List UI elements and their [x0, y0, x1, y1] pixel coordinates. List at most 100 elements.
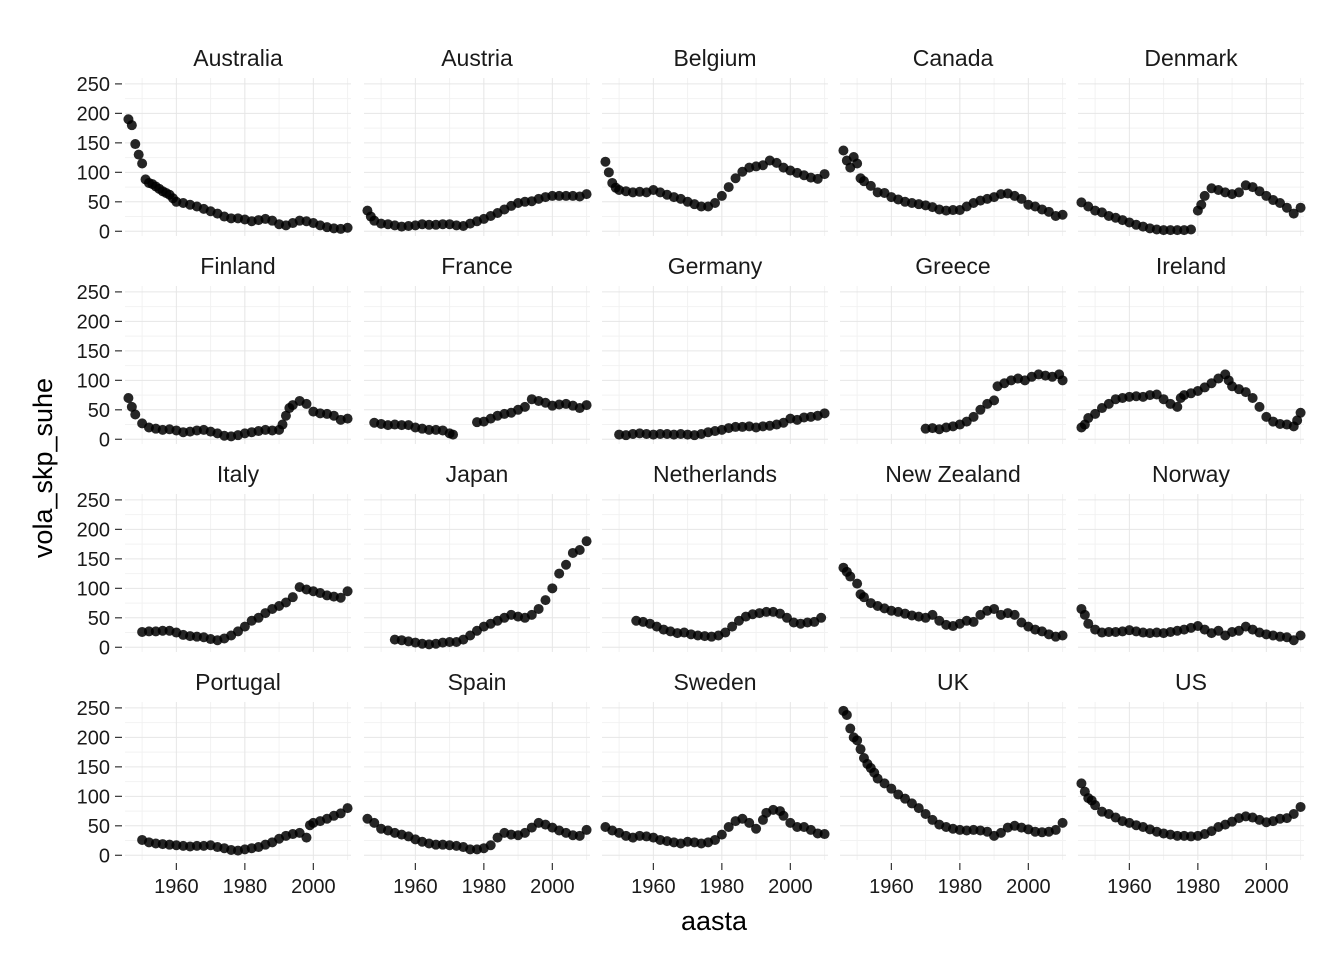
- data-point: [123, 393, 134, 404]
- y-tick-label: 200: [77, 519, 110, 541]
- data-point: [968, 616, 979, 627]
- panel-greece: Greece: [840, 253, 1068, 444]
- data-point: [1295, 801, 1306, 812]
- y-tick-label: 0: [99, 429, 110, 451]
- data-point: [1083, 618, 1094, 629]
- data-point: [744, 817, 755, 828]
- data-point: [1057, 209, 1068, 220]
- data-point: [424, 219, 435, 230]
- data-point: [845, 571, 856, 582]
- data-point: [133, 149, 144, 160]
- y-tick-label: 200: [77, 311, 110, 333]
- data-point: [1292, 415, 1303, 426]
- y-tick-label: 0: [99, 637, 110, 659]
- data-point: [335, 592, 346, 603]
- panel-title: Germany: [668, 253, 763, 279]
- data-point: [143, 626, 154, 637]
- panel-title: Japan: [446, 461, 509, 487]
- data-point: [948, 205, 958, 216]
- data-point: [1057, 630, 1068, 641]
- panel-background: [364, 78, 590, 236]
- y-tick-label: 0: [99, 845, 110, 867]
- x-tick-label: 2000: [530, 876, 575, 898]
- y-tick-label: 100: [77, 786, 110, 808]
- panel-ireland: Ireland: [1076, 253, 1306, 444]
- data-point: [852, 158, 863, 169]
- data-point: [130, 139, 141, 150]
- panel-background: [840, 286, 1066, 444]
- data-point: [816, 612, 827, 623]
- data-point: [730, 173, 741, 184]
- panel-title: Canada: [913, 45, 994, 71]
- data-point: [1076, 778, 1087, 789]
- data-point: [696, 201, 707, 212]
- data-point: [852, 578, 863, 589]
- panel-uk: UK 1960 1980 2000: [838, 669, 1068, 898]
- panel-title: Netherlands: [653, 461, 777, 487]
- data-point: [1295, 630, 1306, 641]
- data-point: [554, 190, 565, 201]
- data-point: [1050, 824, 1061, 835]
- data-point: [886, 783, 897, 794]
- data-point: [540, 595, 551, 606]
- data-point: [342, 413, 353, 424]
- data-point: [1158, 225, 1169, 236]
- x-tick-label: 2000: [1244, 876, 1289, 898]
- panel-japan: Japan: [364, 461, 592, 652]
- data-point: [437, 219, 448, 230]
- data-point: [444, 636, 455, 647]
- data-point: [879, 778, 890, 789]
- panel-title: Denmark: [1144, 45, 1238, 71]
- data-point: [226, 213, 237, 224]
- data-point: [1233, 187, 1244, 198]
- x-tick-label: 1960: [393, 876, 438, 898]
- data-point: [1165, 225, 1176, 236]
- y-tick-label: 100: [77, 370, 110, 392]
- panel-background: [602, 78, 828, 236]
- data-point: [1090, 408, 1101, 419]
- panel-finland: Finland 0 50 100 150 200 250: [77, 253, 353, 451]
- data-point: [301, 832, 312, 843]
- data-point: [547, 190, 558, 201]
- data-point: [465, 844, 476, 855]
- panel-canada: Canada: [838, 45, 1068, 236]
- data-point: [865, 180, 876, 191]
- data-point: [574, 545, 585, 556]
- data-point: [1240, 387, 1251, 398]
- data-point: [655, 428, 666, 439]
- data-point: [1090, 800, 1101, 811]
- panel-title: Greece: [915, 253, 990, 279]
- x-tick-label: 1980: [1176, 876, 1221, 898]
- data-point: [720, 627, 731, 638]
- data-point: [927, 609, 938, 620]
- data-point: [239, 621, 250, 632]
- data-point: [723, 182, 734, 193]
- data-point: [519, 827, 530, 838]
- data-point: [716, 829, 727, 840]
- data-point: [1295, 202, 1306, 213]
- data-point: [968, 411, 979, 422]
- y-tick-label: 0: [99, 221, 110, 243]
- data-point: [1172, 830, 1183, 841]
- y-tick-label: 150: [77, 757, 110, 779]
- data-point: [130, 409, 141, 420]
- y-tick-label: 150: [77, 341, 110, 363]
- x-tick-label: 2000: [291, 876, 336, 898]
- data-point: [547, 583, 558, 594]
- data-point: [561, 190, 572, 201]
- data-point: [126, 401, 137, 412]
- data-point: [995, 827, 1006, 838]
- y-tick-label: 50: [88, 192, 110, 214]
- data-point: [280, 597, 291, 608]
- data-point: [342, 586, 353, 597]
- data-point: [838, 145, 849, 156]
- x-tick-label: 1960: [631, 876, 676, 898]
- data-point: [342, 222, 353, 233]
- panel-italy: Italy 0 50 100 150 200 250: [77, 461, 353, 659]
- y-tick-label: 100: [77, 578, 110, 600]
- data-point: [581, 536, 592, 547]
- data-point: [852, 735, 863, 746]
- data-point: [710, 834, 720, 845]
- data-point: [157, 625, 168, 636]
- x-tick-label: 2000: [1006, 876, 1051, 898]
